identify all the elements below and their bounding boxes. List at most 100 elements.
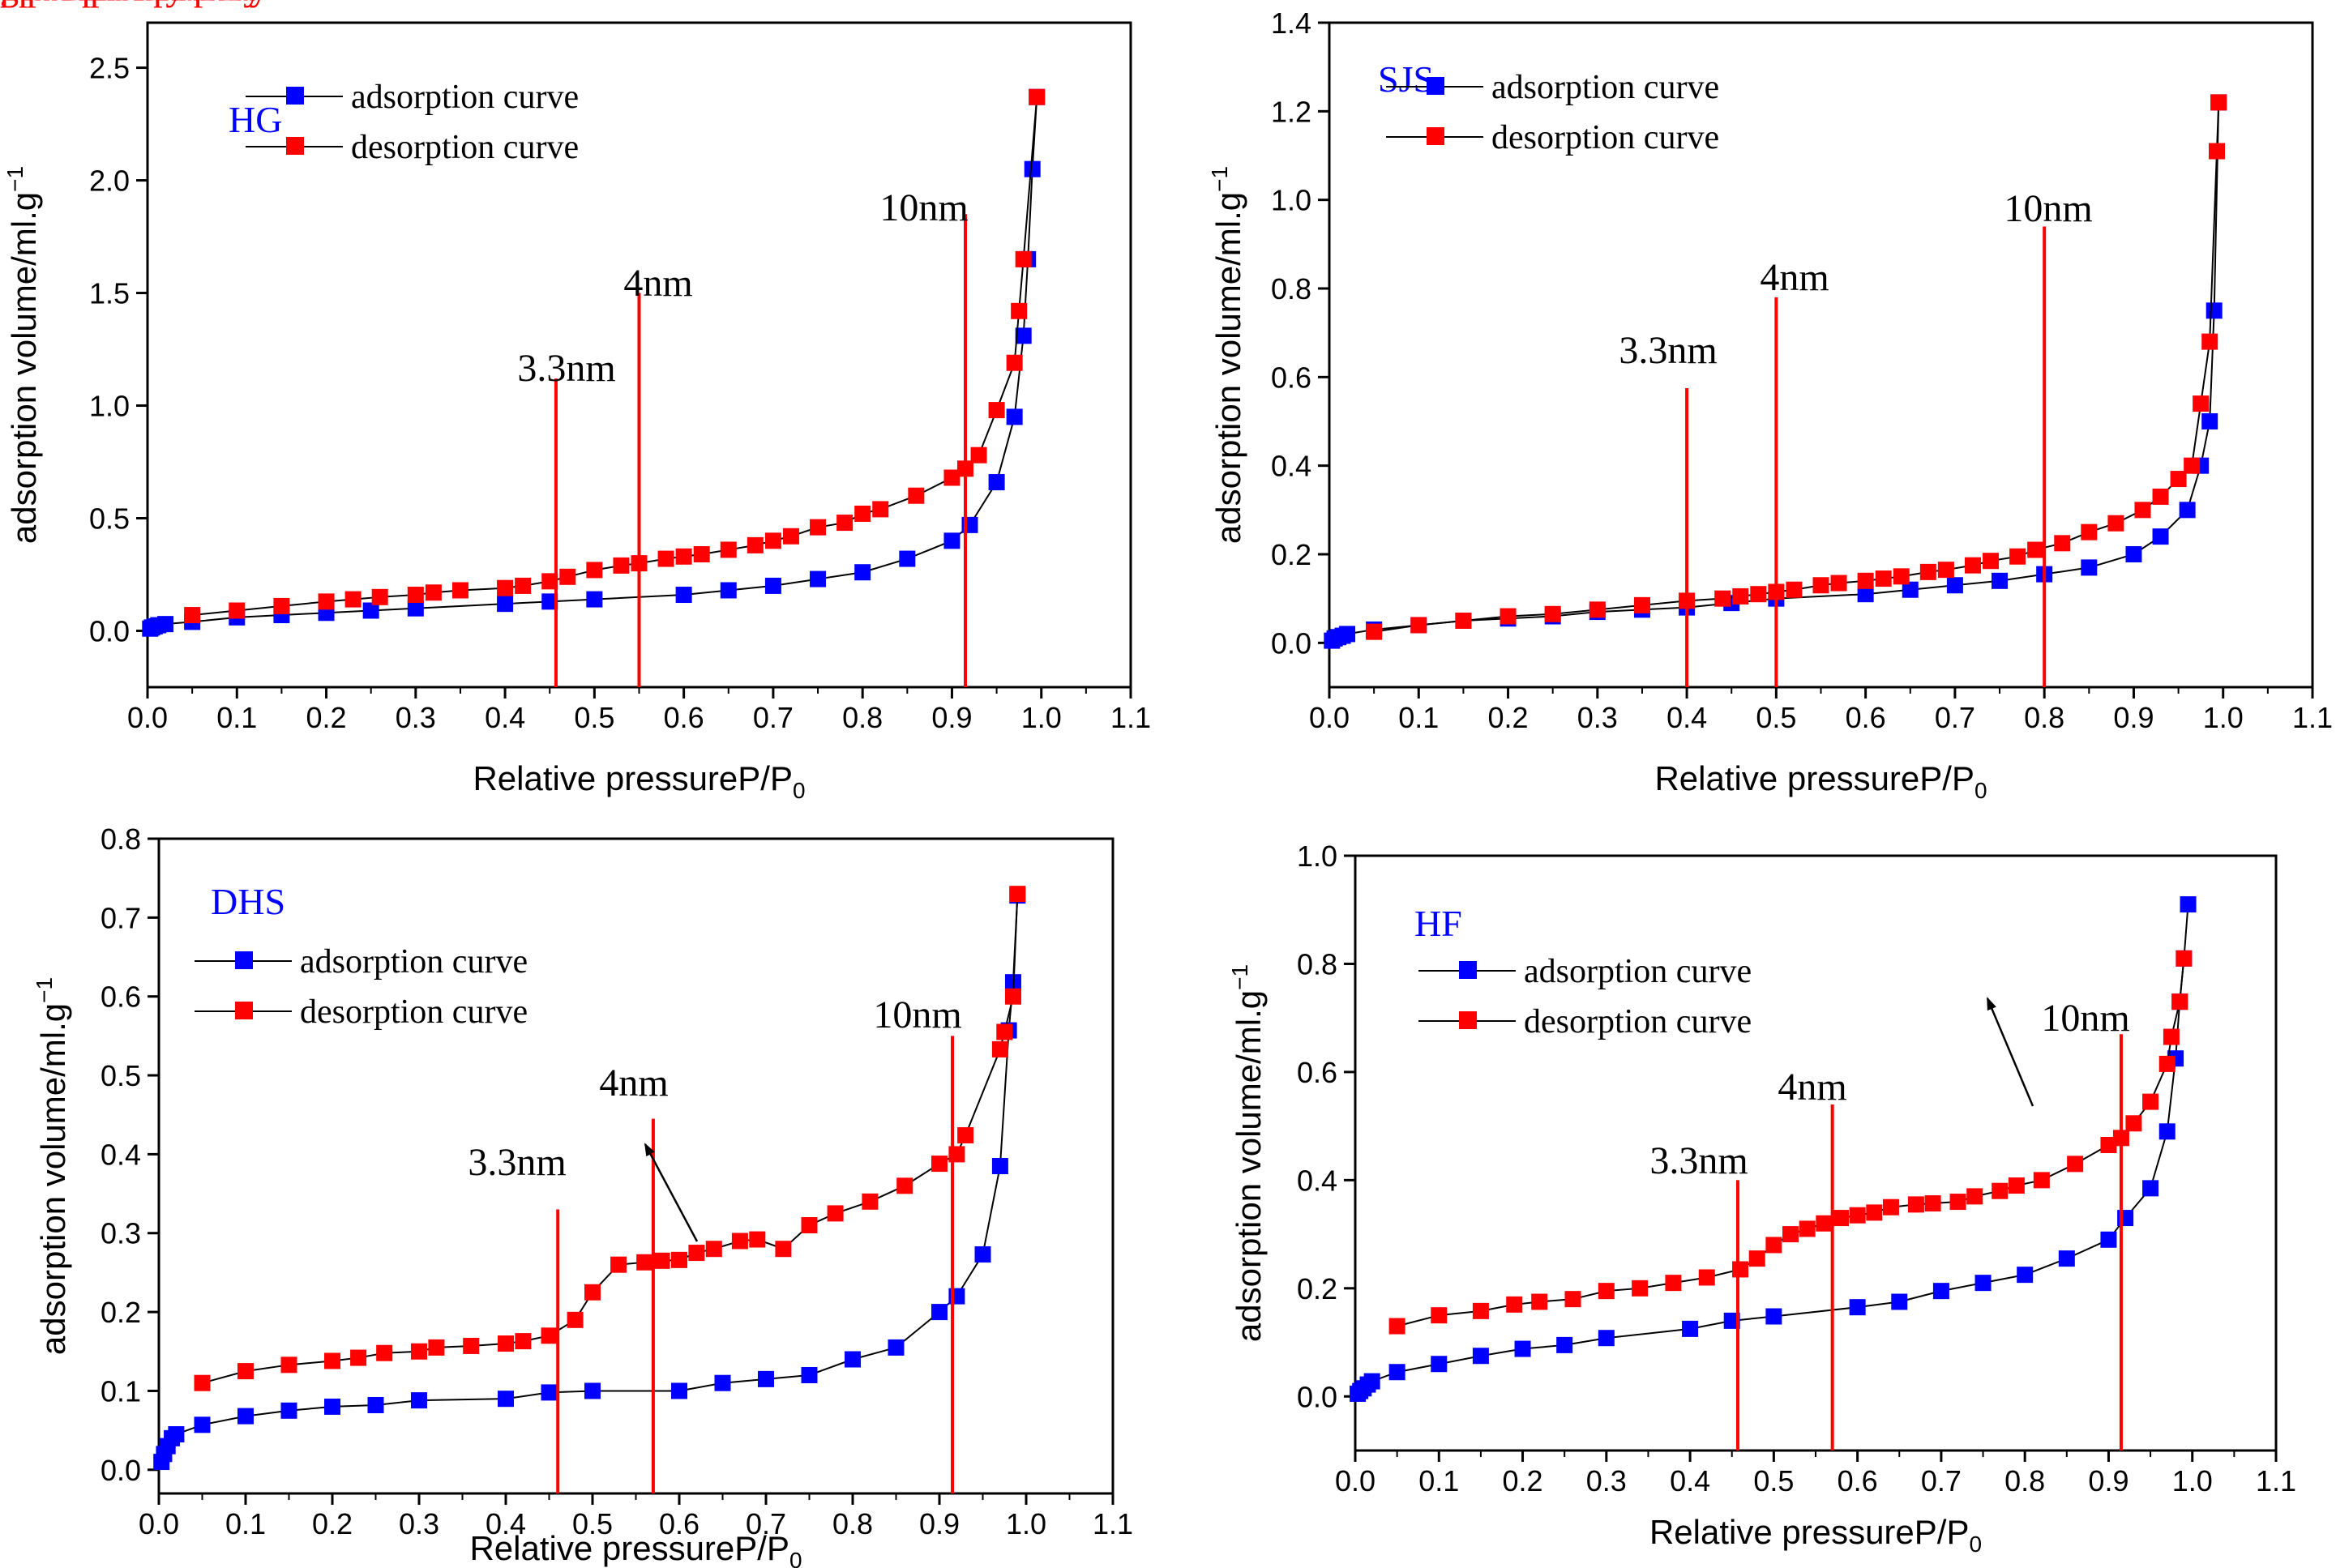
data-point	[1849, 1207, 1866, 1224]
y-tick-label: 0.2	[1297, 1272, 1337, 1305]
x-tick-label: 0.8	[832, 1507, 873, 1540]
data-point	[2201, 333, 2218, 350]
annotation-arrow	[1986, 997, 2034, 1107]
x-tick-label: 0.5	[572, 1507, 613, 1540]
series-line	[202, 894, 1019, 1384]
panel-title: HG	[229, 99, 282, 140]
x-tick-label: 0.3	[1577, 701, 1618, 734]
data-point	[2176, 950, 2193, 967]
data-point	[318, 593, 335, 610]
data-point	[693, 546, 710, 562]
legend-marker	[1427, 77, 1444, 95]
data-point	[1902, 581, 1919, 598]
data-point	[854, 505, 871, 522]
x-axis-label-var: P/P	[1915, 1513, 1970, 1551]
annotation-text: connectivity	[0, 0, 184, 8]
data-point	[610, 1256, 627, 1273]
data-point	[324, 1398, 340, 1415]
y-tick-label: 2.0	[89, 164, 130, 198]
annotation-text: good connectivity	[0, 0, 268, 8]
plot-frame	[1354, 854, 2278, 1452]
data-point	[157, 616, 174, 633]
x-axis-label-var: P/P	[738, 759, 793, 797]
data-point	[515, 577, 532, 594]
y-axis-label-sup: −1	[2, 166, 28, 192]
legend-label: desorption curve	[1491, 119, 1719, 156]
data-point	[764, 577, 781, 594]
data-point	[541, 1384, 558, 1401]
pore-size-label: 3.3nm	[1649, 1139, 1748, 1182]
data-point	[1015, 327, 1032, 344]
y-tick-label: 0.0	[101, 1454, 141, 1487]
data-point	[2008, 1177, 2025, 1194]
data-point	[497, 579, 514, 596]
pore-size-label: 3.3nm	[468, 1141, 566, 1184]
y-axis-label-text: adsorption volume/ml.g	[5, 192, 43, 544]
x-axis-label-text: Relative pressure	[473, 759, 738, 797]
y-tick-label: 1.4	[1271, 6, 1311, 40]
x-tick-label: 0.7	[746, 1507, 786, 1540]
x-axis-label-text: Relative pressure	[1654, 759, 1919, 797]
annotation-text: medium	[0, 0, 122, 8]
data-point	[463, 1337, 480, 1354]
y-tick-label: 0.6	[1297, 1056, 1337, 1089]
data-point	[2100, 1136, 2117, 1153]
data-point	[2009, 548, 2026, 565]
data-point	[705, 1241, 722, 1258]
data-point	[1514, 1340, 1531, 1357]
x-tick-label: 0.5	[1753, 1464, 1794, 1498]
x-axis-label: Relative pressureP/P0	[469, 1529, 802, 1568]
annotation-text: Semi-closed pore	[0, 0, 260, 8]
data-point	[764, 532, 781, 549]
data-point	[1564, 1291, 1581, 1308]
y-tick-label: 0.8	[1271, 272, 1311, 305]
data-point	[1556, 1336, 1573, 1353]
data-point	[1009, 886, 1026, 903]
data-point	[2033, 1172, 2050, 1189]
data-point	[1875, 570, 1892, 587]
x-tick-label: 0.6	[659, 1507, 700, 1540]
y-axis-label: adsorption volume/ml.g−1	[1227, 964, 1268, 1342]
data-point	[584, 1284, 601, 1301]
y-tick-label: 0.0	[89, 615, 130, 648]
data-point	[688, 1245, 705, 1262]
data-point	[1732, 587, 1749, 605]
data-point	[2158, 1055, 2176, 1072]
y-tick-label: 1.5	[89, 277, 130, 310]
data-point	[2142, 1180, 2159, 1197]
data-point	[1682, 1320, 1699, 1337]
data-point	[498, 1335, 514, 1352]
data-point	[2017, 1267, 2034, 1284]
series-line	[1357, 904, 2189, 1395]
y-tick-label: 1.0	[1271, 184, 1311, 217]
data-point	[2180, 896, 2197, 913]
data-point	[1882, 1198, 1899, 1216]
x-tick-label: 0.4	[485, 701, 525, 734]
x-tick-label: 1.0	[1021, 701, 1062, 734]
series-adsorption	[1350, 896, 2197, 1402]
y-axis-label-sup: −1	[32, 977, 57, 1003]
data-point	[613, 557, 630, 574]
data-point	[451, 582, 468, 599]
y-tick-label: 0.2	[101, 1296, 141, 1329]
data-point	[1006, 408, 1023, 425]
data-point	[1665, 1275, 1682, 1292]
y-tick-label: 0.6	[101, 981, 141, 1014]
data-point	[2081, 523, 2098, 540]
data-point	[1714, 590, 1731, 607]
data-point	[584, 1382, 601, 1399]
y-tick-label: 0.2	[1271, 538, 1311, 571]
x-tick-label: 0.8	[842, 701, 883, 734]
x-tick-label: 1.0	[1006, 1507, 1046, 1540]
data-point	[280, 1402, 297, 1419]
x-tick-label: 1.0	[2203, 701, 2244, 734]
x-tick-label: 0.6	[1846, 701, 1886, 734]
data-point	[1919, 563, 1936, 580]
x-axis-label-text: Relative pressure	[469, 1529, 734, 1567]
y-tick-label: 0.5	[101, 1059, 141, 1092]
pore-size-label: 10nm	[2004, 187, 2092, 230]
x-tick-label: 0.7	[1935, 701, 1975, 734]
x-tick-label: 0.7	[1921, 1464, 1962, 1498]
data-point	[862, 1193, 879, 1210]
legend-marker	[1427, 127, 1444, 145]
